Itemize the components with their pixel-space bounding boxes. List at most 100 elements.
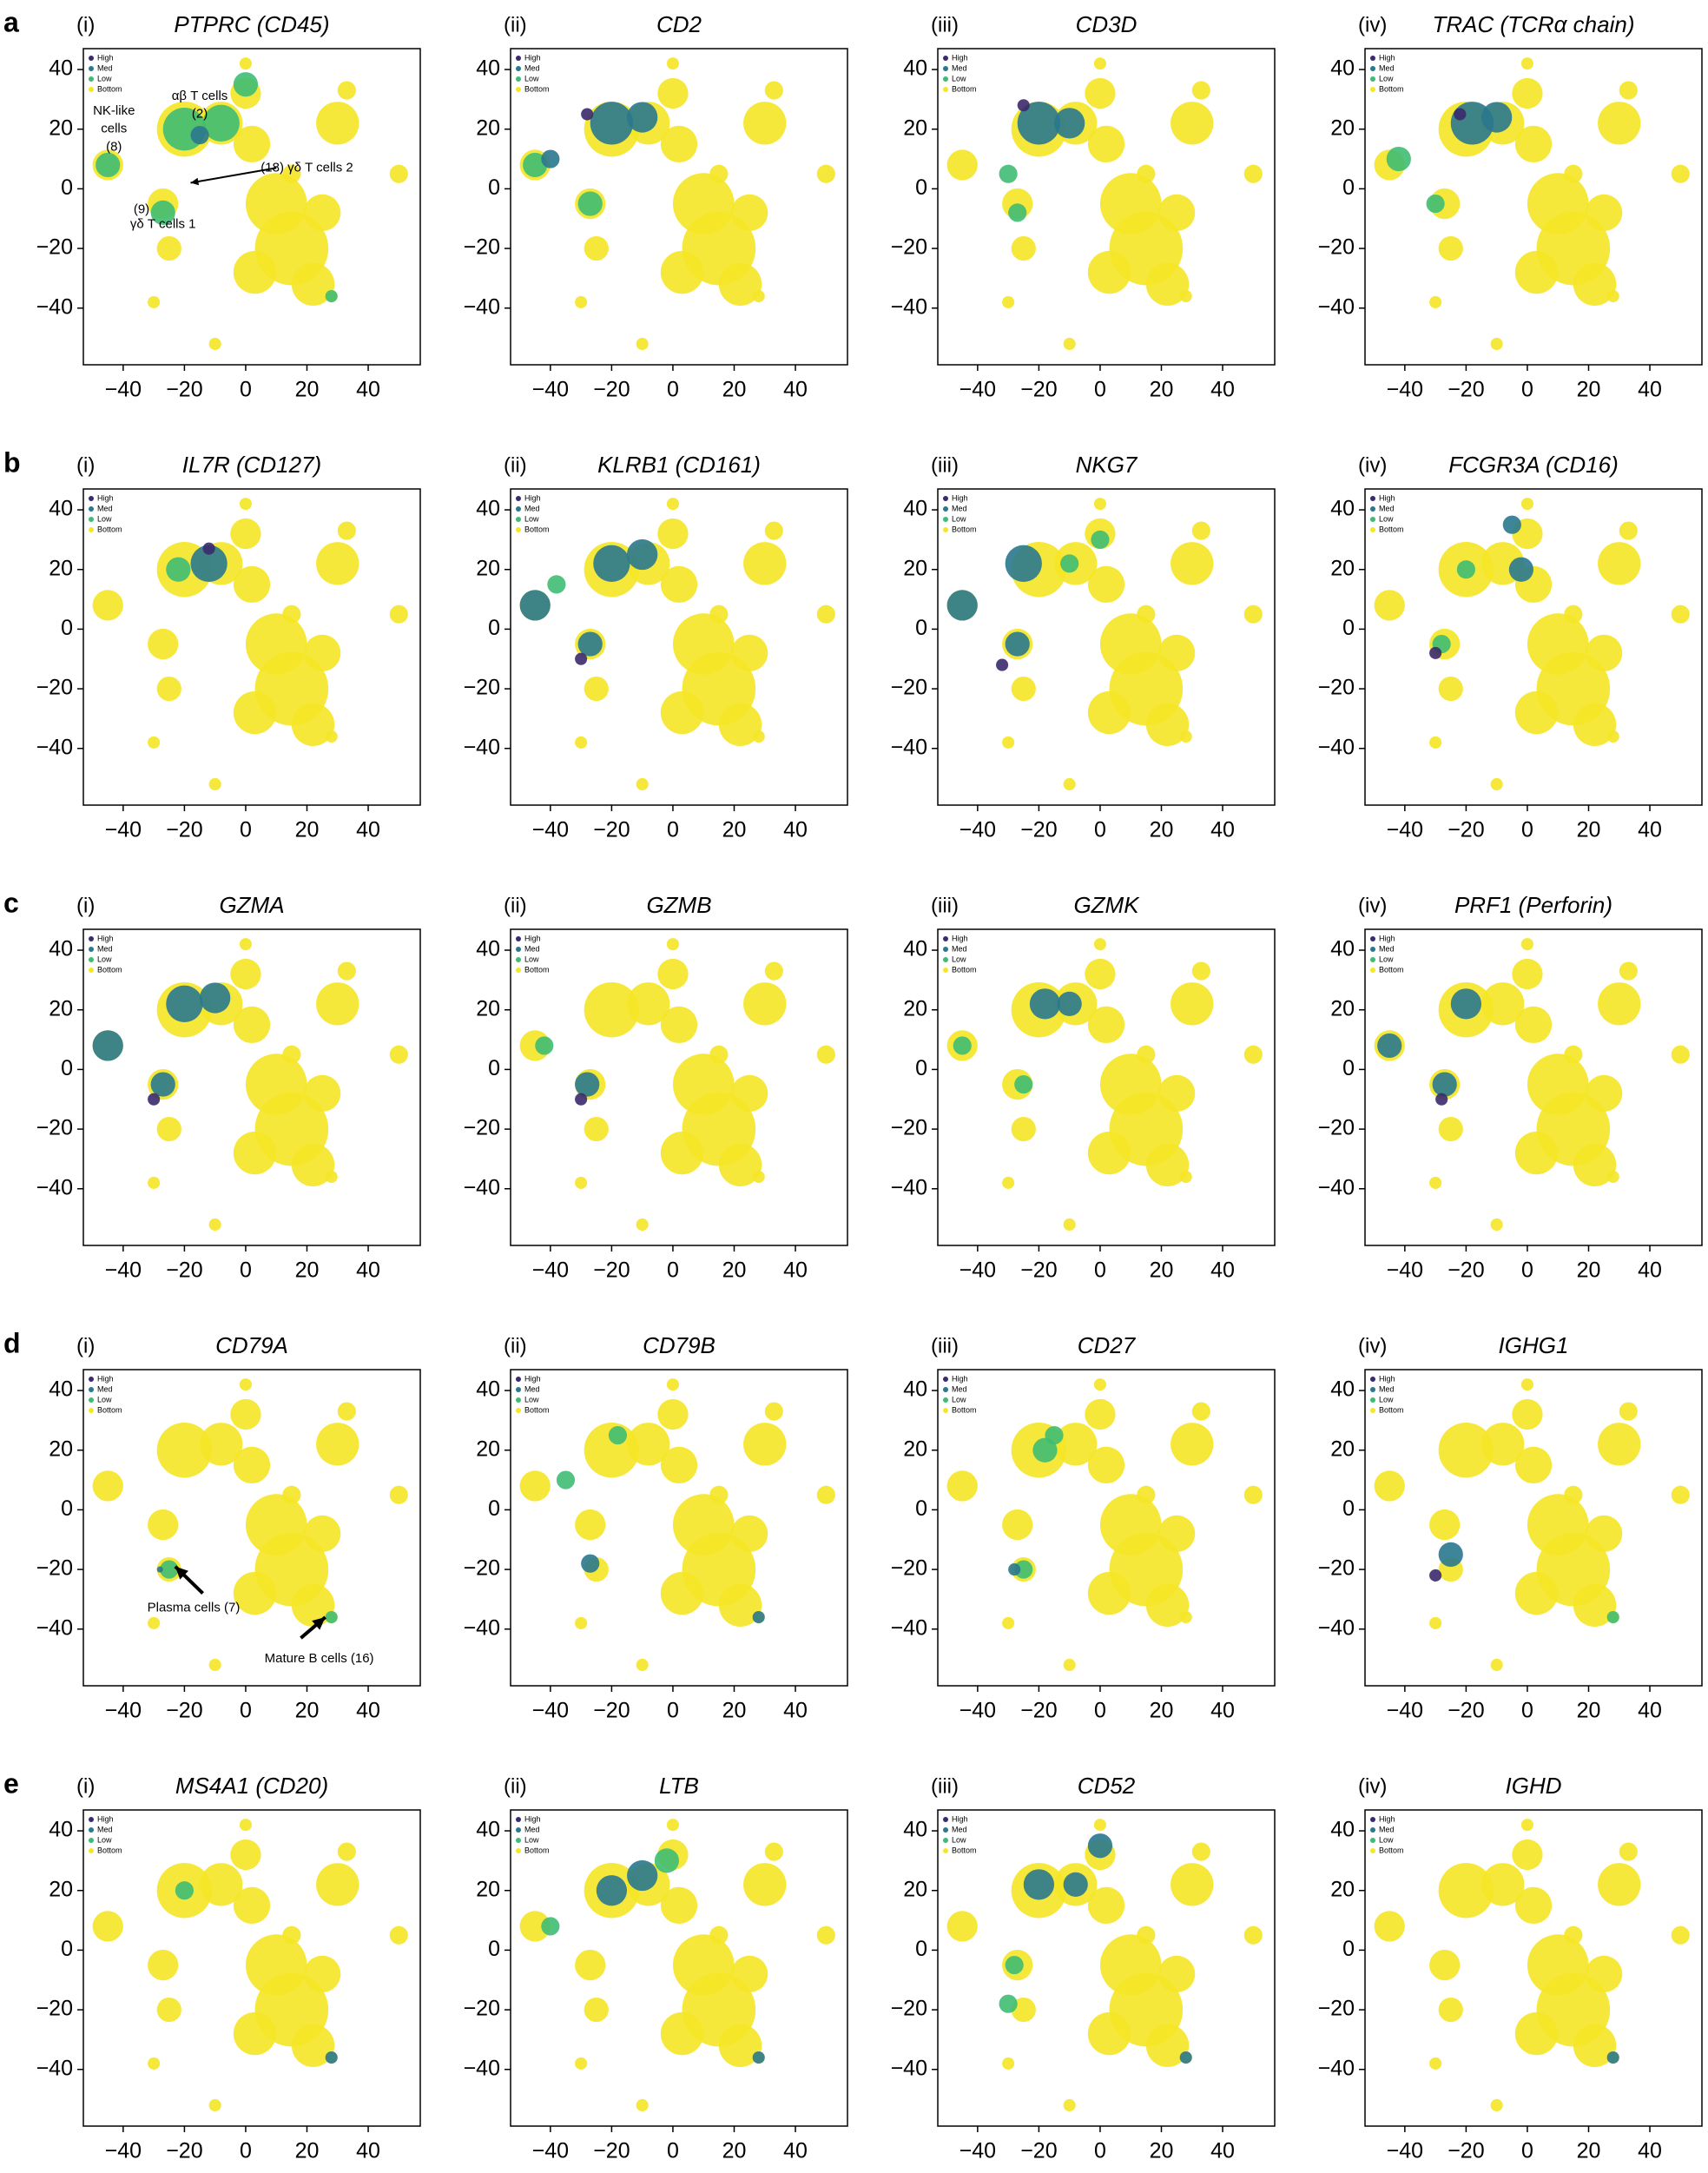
y-tick-label: −20: [1318, 1116, 1355, 1140]
chart-title: CD3D: [1076, 11, 1138, 37]
point: [92, 1470, 123, 1502]
point: [1426, 194, 1445, 214]
point: [1564, 1485, 1583, 1504]
legend-label: Med: [952, 1825, 967, 1833]
point: [1087, 1833, 1113, 1859]
point: [1481, 102, 1513, 133]
point: [718, 1143, 762, 1186]
legend-swatch: [1370, 506, 1375, 512]
y-tick-label: 40: [476, 56, 500, 81]
x-tick-label: −20: [1448, 1699, 1484, 1723]
point: [816, 1925, 835, 1945]
point: [1606, 1610, 1619, 1624]
point: [596, 1875, 628, 1906]
point: [1435, 1093, 1448, 1106]
point: [316, 1863, 359, 1906]
point: [519, 590, 551, 621]
point: [1243, 164, 1263, 183]
point: [208, 1218, 221, 1232]
point: [1063, 2098, 1076, 2112]
legend-label: High: [524, 53, 541, 62]
point: [92, 590, 123, 621]
legend-label: Bottom: [524, 84, 550, 93]
y-tick-label: 20: [1330, 556, 1355, 580]
point: [1093, 498, 1106, 511]
y-tick-label: −40: [891, 1615, 927, 1640]
point: [666, 1378, 679, 1391]
y-tick-label: 0: [915, 1496, 927, 1521]
point: [1087, 1006, 1125, 1044]
y-tick-label: 20: [476, 556, 500, 580]
panel-label: (i): [76, 894, 95, 917]
legend-label: Med: [524, 504, 540, 512]
point: [1573, 703, 1617, 746]
x-tick-label: 40: [356, 2139, 380, 2163]
point: [743, 1863, 787, 1906]
x-tick-label: −20: [166, 1258, 202, 1283]
x-tick-label: 0: [1521, 378, 1533, 402]
legend-label: Low: [524, 954, 539, 963]
legend-swatch: [1370, 56, 1375, 61]
x-tick-label: −20: [1020, 378, 1057, 402]
point: [577, 191, 603, 216]
point: [1171, 1423, 1214, 1466]
point: [660, 1446, 698, 1484]
legend-swatch: [89, 496, 94, 501]
x-tick-label: 40: [1638, 378, 1662, 402]
point: [1514, 1446, 1553, 1484]
x-tick-label: 20: [295, 818, 320, 842]
chart-title: TRAC (TCRα chain): [1433, 11, 1635, 37]
point: [660, 2011, 704, 2056]
y-tick-label: −40: [1318, 2056, 1355, 2080]
point: [743, 542, 787, 585]
point: [208, 2098, 221, 2112]
chart-title: PTPRC (CD45): [174, 11, 329, 37]
legend-label: High: [952, 493, 968, 502]
y-tick-label: −20: [1318, 1556, 1355, 1581]
point: [1005, 631, 1030, 657]
x-tick-label: 20: [295, 2139, 320, 2163]
point: [156, 676, 181, 702]
legend-label: Low: [1379, 1835, 1394, 1844]
point: [303, 1515, 341, 1553]
annotation: (18) γδ T cells 2: [260, 160, 353, 175]
chart-title: IL7R (CD127): [182, 452, 321, 478]
point: [1429, 2057, 1442, 2070]
point: [575, 1072, 600, 1097]
y-tick-label: 0: [1342, 175, 1355, 200]
x-tick-label: 40: [783, 1699, 808, 1723]
legend-swatch: [516, 947, 521, 952]
point: [1087, 565, 1125, 604]
legend-swatch: [943, 1817, 948, 1822]
x-tick-label: 20: [1150, 1258, 1174, 1283]
point: [764, 521, 783, 540]
chart-title: NKG7: [1076, 452, 1138, 478]
point: [764, 961, 783, 981]
point: [389, 1925, 408, 1945]
y-tick-label: 20: [49, 116, 73, 140]
x-tick-label: 20: [1577, 378, 1601, 402]
y-tick-label: 20: [903, 116, 927, 140]
point: [239, 57, 253, 70]
legend-swatch: [516, 56, 521, 61]
y-tick-label: −20: [36, 1997, 73, 2021]
legend-swatch: [89, 1377, 94, 1382]
x-tick-label: 40: [783, 2139, 808, 2163]
point: [233, 1886, 271, 1925]
point: [325, 730, 338, 743]
plot-frame: [1364, 1369, 1703, 1687]
point: [1374, 1470, 1405, 1502]
legend-swatch: [943, 527, 948, 532]
legend-label: High: [524, 1814, 541, 1823]
plot-frame: [937, 48, 1276, 366]
point: [1087, 1886, 1125, 1925]
y-tick-label: −20: [36, 1556, 73, 1581]
point: [1585, 1074, 1623, 1113]
point: [150, 1072, 175, 1097]
point: [1063, 777, 1076, 791]
point: [627, 1859, 658, 1892]
x-tick-label: −40: [105, 1258, 142, 1283]
point: [1438, 1116, 1463, 1142]
point: [1032, 1437, 1058, 1463]
legend-label: Bottom: [97, 965, 122, 974]
